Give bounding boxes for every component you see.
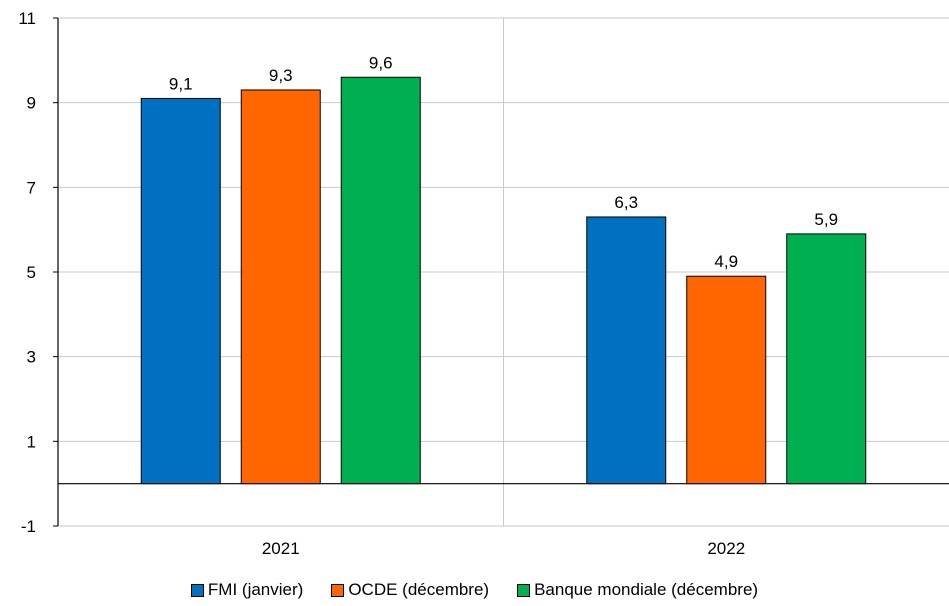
legend-label: Banque mondiale (décembre) [534,580,759,599]
bar-2021-1 [140,97,221,485]
x-category-label: 2022 [707,539,745,558]
bar-2021-3 [340,76,421,485]
legend-item: OCDE (décembre) [331,580,489,600]
y-tick-label: 1 [27,432,36,451]
data-label: 5,9 [814,210,838,229]
bar-2022-3 [786,233,867,485]
y-tick-label: 7 [27,178,36,197]
bar-2022-2 [686,275,767,485]
legend-swatch [190,583,204,597]
y-tick-label: 3 [27,348,36,367]
data-label: 6,3 [614,193,638,212]
data-label: 9,1 [169,74,193,93]
legend-label: OCDE (décembre) [348,580,490,599]
bar-2021-2 [240,89,321,485]
legend-label: FMI (janvier) [207,580,304,599]
bar-2022-1 [586,216,667,485]
data-label: 9,3 [269,66,293,85]
legend-item: FMI (janvier) [190,580,304,600]
y-tick-label: 9 [27,94,36,113]
y-tick-label: 11 [18,9,36,28]
data-label: 4,9 [714,252,738,271]
y-tick-label: -1 [21,517,36,536]
legend-item: Banque mondiale (décembre) [517,580,758,600]
x-category-label: 2021 [262,539,300,558]
y-tick-label: 5 [27,263,36,282]
data-label: 9,6 [369,53,393,72]
legend-swatch [331,583,345,597]
legend: FMI (janvier) OCDE (décembre) Banque mondi… [0,580,949,600]
legend-swatch [517,583,531,597]
